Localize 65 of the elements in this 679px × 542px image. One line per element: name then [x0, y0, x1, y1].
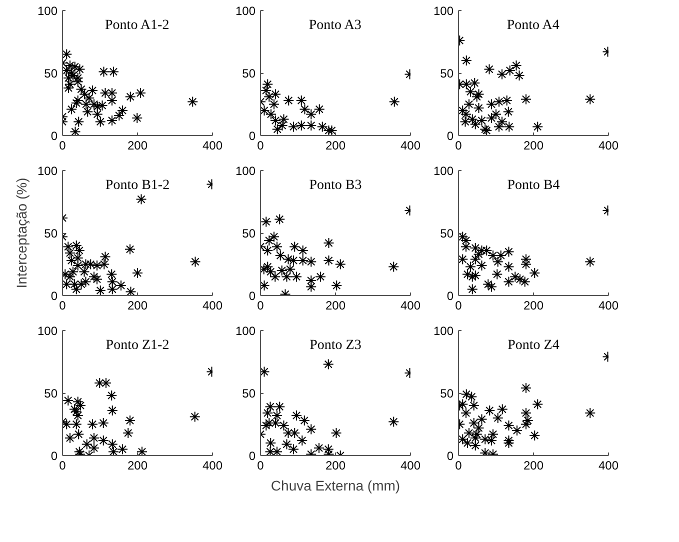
- y-tick-label: 0: [446, 129, 454, 143]
- y-tick-label: 0: [50, 449, 58, 463]
- text: Ponto B1-2: [105, 178, 170, 193]
- text: Ponto Z1-2: [106, 338, 170, 353]
- y-tick-label: 50: [440, 386, 454, 400]
- x-tick-label: 400: [598, 458, 619, 472]
- y-tick-label: 0: [50, 289, 58, 303]
- y-tick-label: 50: [440, 66, 454, 80]
- x-tick-label: 400: [598, 298, 619, 312]
- y-tick-label: 100: [37, 324, 58, 338]
- x-tick-label: 200: [523, 138, 544, 152]
- y-tick-label: 50: [242, 386, 256, 400]
- text: Ponto Z4: [508, 338, 560, 353]
- x-tick-label: 0: [257, 458, 264, 472]
- y-axis-title: Interceptação (%): [13, 178, 30, 288]
- y-tick-label: 50: [44, 226, 58, 240]
- y-tick-label: 100: [433, 4, 454, 18]
- y-tick-label: 50: [242, 66, 256, 80]
- text: Ponto A3: [308, 18, 362, 33]
- y-tick-label: 50: [242, 226, 256, 240]
- text: Ponto Z3: [310, 338, 362, 353]
- y-tick-label: 100: [37, 164, 58, 178]
- x-tick-label: 200: [325, 458, 346, 472]
- text: Ponto B3: [309, 178, 362, 193]
- y-tick-label: 0: [248, 289, 256, 303]
- x-axis-title: Chuva Externa (mm): [270, 478, 400, 494]
- y-tick-label: 100: [37, 4, 58, 18]
- x-tick-label: 0: [257, 138, 264, 152]
- x-tick-label: 200: [325, 138, 346, 152]
- x-tick-label: 200: [523, 458, 544, 472]
- y-tick-label: 0: [50, 129, 58, 143]
- text: Ponto B4: [507, 178, 560, 193]
- y-tick-label: 50: [44, 66, 58, 80]
- y-tick-label: 50: [440, 226, 454, 240]
- x-tick-label: 200: [523, 298, 544, 312]
- text: Ponto A1-2: [105, 18, 170, 33]
- x-tick-label: 400: [202, 298, 223, 312]
- x-tick-label: 400: [202, 138, 223, 152]
- y-tick-label: 100: [433, 164, 454, 178]
- x-tick-label: 400: [598, 138, 619, 152]
- x-tick-label: 0: [455, 298, 462, 312]
- x-tick-label: 400: [400, 298, 421, 312]
- x-tick-label: 0: [59, 298, 66, 312]
- x-tick-label: 200: [127, 298, 148, 312]
- x-tick-label: 0: [59, 138, 66, 152]
- y-tick-label: 100: [235, 324, 256, 338]
- y-tick-label: 0: [446, 289, 454, 303]
- y-tick-label: 100: [433, 324, 454, 338]
- x-tick-label: 0: [59, 458, 66, 472]
- x-tick-label: 200: [325, 298, 346, 312]
- y-tick-label: 50: [44, 386, 58, 400]
- x-tick-label: 400: [400, 458, 421, 472]
- y-tick-label: 0: [446, 449, 454, 463]
- y-tick-label: 100: [235, 4, 256, 18]
- y-tick-label: 0: [248, 129, 256, 143]
- x-tick-label: 200: [127, 138, 148, 152]
- x-tick-label: 200: [127, 458, 148, 472]
- y-tick-label: 100: [235, 164, 256, 178]
- x-tick-label: 400: [400, 138, 421, 152]
- x-tick-label: 0: [257, 298, 264, 312]
- x-tick-label: 0: [455, 138, 462, 152]
- y-tick-label: 0: [248, 449, 256, 463]
- text: Ponto A4: [506, 18, 560, 33]
- x-tick-label: 400: [202, 458, 223, 472]
- x-tick-label: 0: [455, 458, 462, 472]
